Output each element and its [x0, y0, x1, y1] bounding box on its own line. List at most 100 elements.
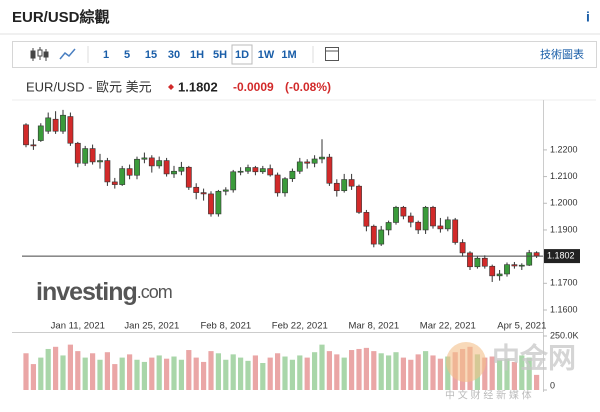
line-icon[interactable] — [59, 48, 76, 60]
volume-bar — [38, 357, 44, 390]
candle-body — [111, 181, 118, 185]
x-tick-label: Mar 22, 2021 — [420, 321, 476, 332]
candle-body — [141, 157, 148, 160]
volume-bar — [400, 357, 406, 390]
candle-body — [222, 189, 229, 192]
volume-bar — [393, 352, 399, 390]
candle-body — [407, 215, 414, 223]
info-icon[interactable]: i — [586, 9, 590, 25]
volume-bar — [90, 353, 96, 390]
candle-body — [134, 158, 140, 176]
candle-icon[interactable] — [30, 47, 49, 61]
candle-body — [230, 171, 237, 191]
volume-bar — [511, 361, 517, 390]
volume-bar — [141, 361, 147, 390]
timeframe-button[interactable]: 5H — [213, 49, 227, 61]
plot: 1.16001.17001.18001.19001.20001.21001.22… — [22, 109, 580, 391]
widget-title: EUR/USD綜觀 — [12, 8, 110, 26]
volume-bar — [437, 358, 443, 390]
candle-body — [252, 167, 259, 173]
candle-body — [119, 168, 126, 185]
toolbar — [12, 41, 597, 68]
volume-bar — [119, 357, 125, 390]
volume-bar — [489, 356, 495, 390]
volume-bar — [164, 358, 170, 390]
volume-bar — [67, 344, 73, 390]
change-indicator — [168, 84, 174, 90]
timeframe-button[interactable]: 1W — [258, 49, 275, 61]
candle-body — [200, 192, 207, 195]
volume-bar — [245, 360, 251, 390]
volume-bar — [30, 364, 36, 390]
candle-body — [437, 225, 444, 230]
quote-name: EUR/USD - 歐元 美元 — [26, 79, 152, 94]
candle-body — [237, 170, 244, 173]
timeframe-button[interactable]: 5 — [124, 49, 130, 61]
volume-bar — [408, 359, 414, 390]
volume-bar — [127, 354, 133, 390]
volume-tick-label: 0 — [550, 380, 555, 390]
volume-bar — [319, 344, 325, 390]
candle-body — [400, 206, 407, 217]
candle-body — [356, 185, 362, 213]
candle-body — [89, 148, 96, 163]
quote-change-pct: (-0.08%) — [285, 80, 331, 94]
candle-body — [296, 161, 303, 172]
y-tick-label: 1.2000 — [550, 198, 578, 208]
y-tick-label: 1.2100 — [550, 171, 578, 181]
candle-body — [23, 124, 29, 146]
timeframe-button[interactable]: 1M — [281, 49, 296, 61]
candle-body — [333, 182, 340, 192]
candle-body — [245, 167, 251, 172]
candle-body — [45, 117, 52, 132]
logo-suffix: .com — [137, 282, 172, 302]
candle-body — [304, 161, 311, 164]
x-tick-label: Mar 8, 2021 — [348, 321, 399, 332]
volume-bar — [82, 357, 88, 390]
volume-bar — [386, 355, 392, 390]
candle-body — [289, 170, 296, 180]
candle-body — [459, 242, 466, 254]
candle-body — [274, 174, 281, 194]
volume-bar — [371, 351, 377, 390]
volume-bar — [201, 361, 207, 390]
candle-body — [326, 156, 333, 184]
logo: investing.com — [36, 278, 172, 306]
candle-body — [496, 273, 503, 277]
volume-bar — [430, 355, 436, 390]
candle-body — [215, 190, 222, 215]
candle-body — [311, 158, 318, 164]
candle-body — [82, 148, 89, 164]
volume-bar — [341, 357, 347, 390]
y-tick-label: 1.1600 — [550, 304, 578, 314]
logo-main: investing — [36, 278, 137, 306]
candle-body — [422, 206, 429, 231]
volume-bar — [415, 354, 421, 390]
volume-bar — [334, 354, 340, 390]
volume-bar — [193, 357, 199, 390]
volume-bar — [497, 359, 503, 390]
candle-body — [504, 264, 510, 275]
settings-icon[interactable] — [325, 47, 339, 61]
volume-bar — [326, 351, 332, 390]
timeframe-button[interactable]: 1H — [190, 49, 204, 61]
timeframe-button[interactable]: 30 — [168, 49, 180, 61]
volume-bar — [112, 364, 118, 390]
candle-body — [518, 264, 525, 267]
volume-bar — [230, 354, 236, 390]
volume-bar — [282, 356, 288, 390]
volume-bar — [149, 357, 155, 390]
volume-bar — [238, 357, 244, 390]
timeframe-button[interactable]: 1 — [103, 49, 109, 61]
advanced-chart-link[interactable]: 技術圖表 — [540, 47, 584, 61]
candle-body — [37, 125, 44, 141]
volume-bar — [275, 353, 281, 390]
volume-bar — [215, 353, 221, 390]
candle-body — [385, 222, 392, 231]
timeframe-button[interactable]: 15 — [145, 49, 157, 61]
candle-body — [474, 257, 481, 268]
candle-body — [163, 160, 170, 175]
timeframe-button[interactable]: 1D — [235, 49, 249, 61]
volume-bar — [349, 350, 355, 390]
candle-body — [97, 160, 103, 163]
